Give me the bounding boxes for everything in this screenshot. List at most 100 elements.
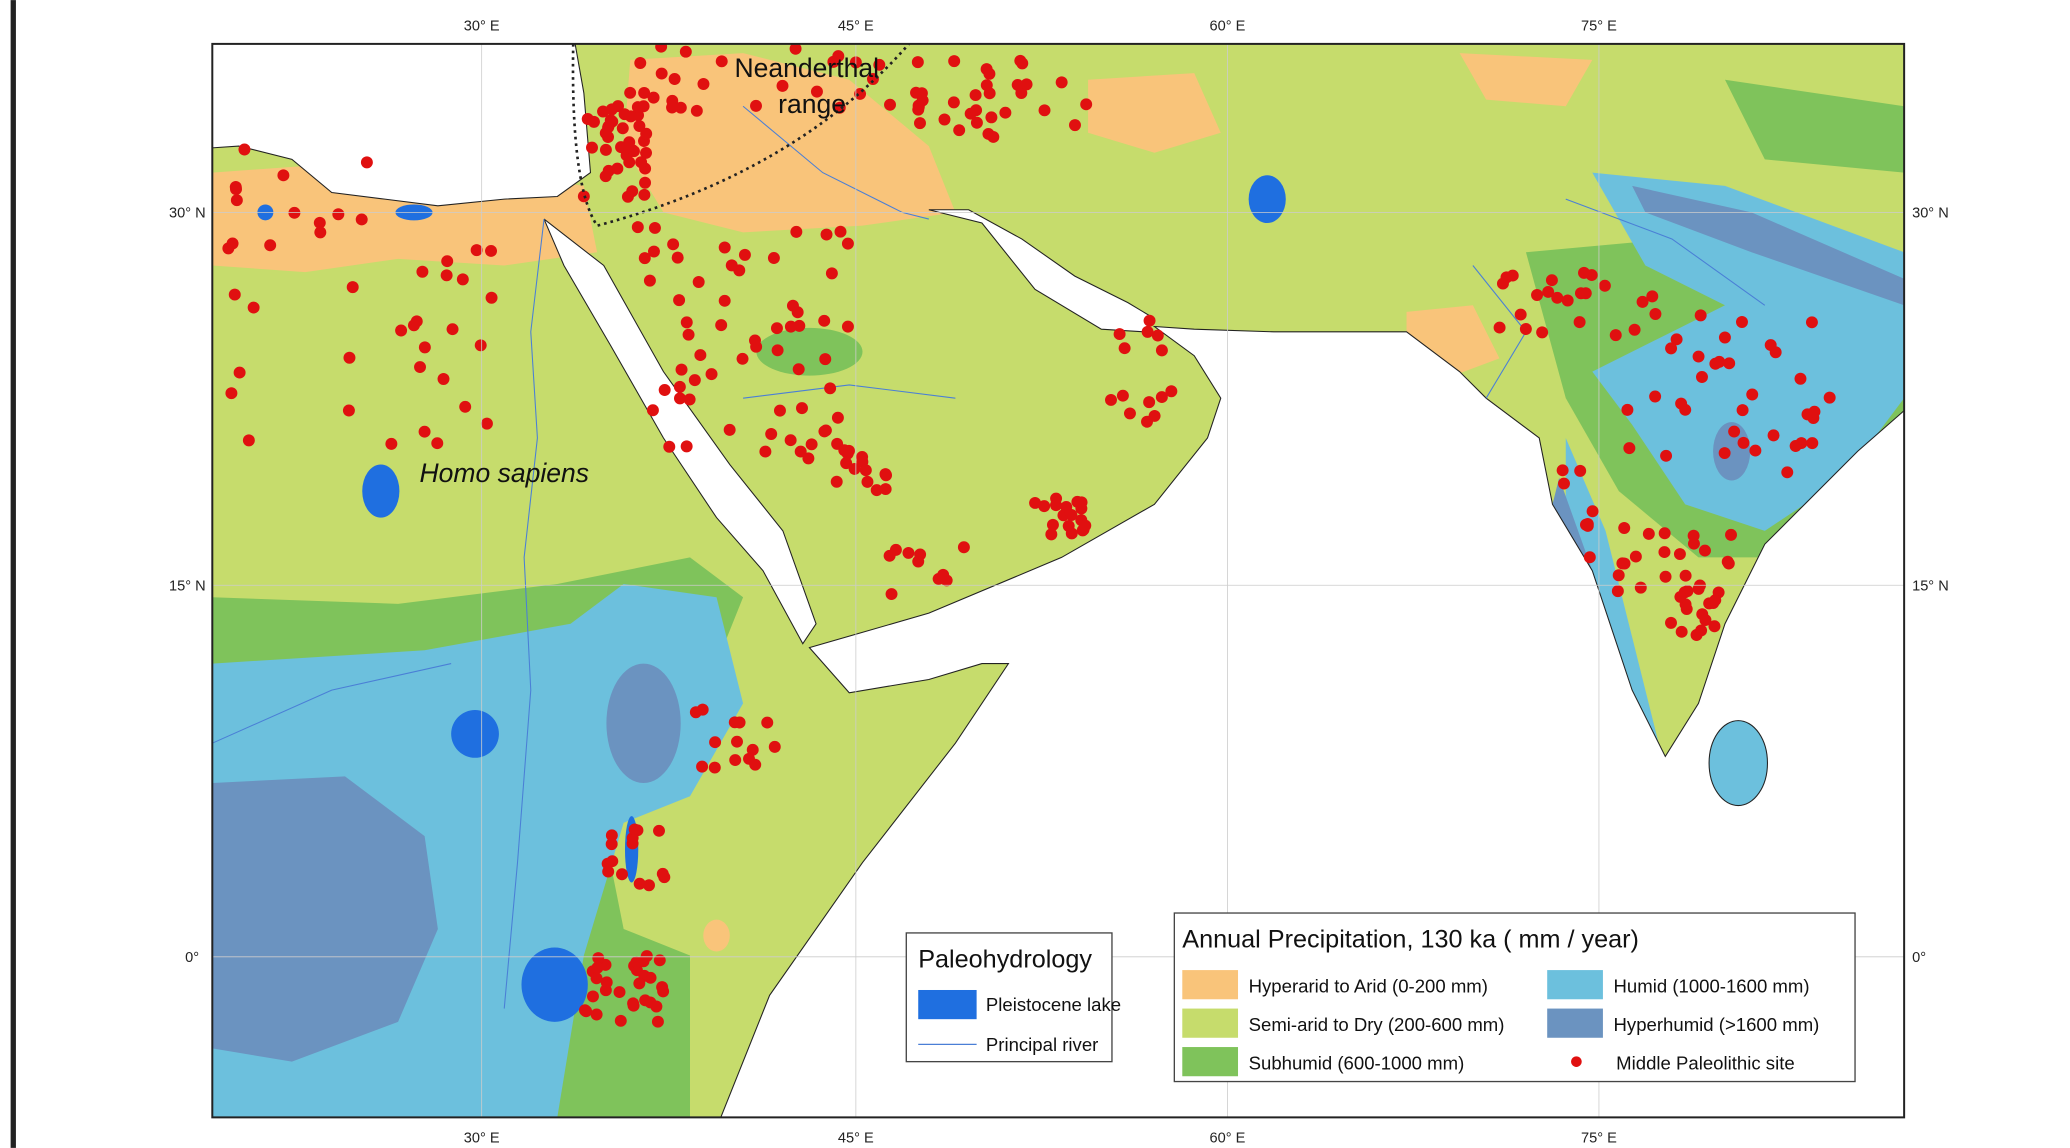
site-dot <box>784 320 797 333</box>
site-dot <box>247 301 260 314</box>
site-dot <box>1551 291 1564 304</box>
site-dot <box>953 124 966 137</box>
site-dot <box>342 404 355 417</box>
site-dot <box>599 143 612 156</box>
site-dot <box>1050 492 1063 505</box>
site-dot <box>969 89 982 102</box>
site-dot <box>639 994 652 1007</box>
legend-item: Middle Paleolithic site <box>1616 1053 1795 1074</box>
site-dot <box>675 363 688 376</box>
site-dot <box>614 1014 627 1027</box>
site-dot <box>1749 444 1762 457</box>
site-dot <box>667 238 680 251</box>
site-dot <box>680 316 693 329</box>
site-dot <box>1616 557 1629 570</box>
site-dot <box>1060 500 1073 513</box>
legend-item: Semi-arid to Dry (200-600 mm) <box>1249 1014 1505 1035</box>
site-dot <box>410 315 423 328</box>
site-dot <box>1649 308 1662 320</box>
legend-swatch <box>1571 1056 1582 1067</box>
legend-swatch <box>1182 1047 1239 1077</box>
site-dot <box>970 104 983 117</box>
site-dot <box>912 555 925 568</box>
site-dot <box>1687 529 1700 542</box>
site-dot <box>480 417 493 430</box>
site-dot <box>1718 331 1731 344</box>
site-dot <box>827 55 840 68</box>
site-dot <box>1665 616 1677 629</box>
site-dot <box>1558 477 1570 490</box>
site-dot <box>1609 329 1622 342</box>
site-dot <box>770 322 783 335</box>
site-dot <box>651 1015 664 1028</box>
site-dot <box>1725 528 1737 541</box>
site-dot <box>1105 393 1117 406</box>
site-dot <box>441 255 454 268</box>
site-dot <box>671 251 684 264</box>
site-dot <box>242 434 255 447</box>
site-dot <box>696 760 709 773</box>
site-dot <box>1506 269 1519 282</box>
site-dot <box>653 824 665 837</box>
site-dot <box>1767 429 1780 442</box>
site-dot <box>611 162 624 175</box>
site-dot <box>590 1008 603 1021</box>
site-dot <box>613 986 626 999</box>
site-dot <box>725 259 738 272</box>
site-dot <box>1143 396 1156 409</box>
site-dot <box>1519 323 1532 335</box>
legend-precipitation: Annual Precipitation, 130 ka ( mm / year… <box>1173 912 1856 1083</box>
site-dot <box>736 352 749 365</box>
site-dot <box>947 96 960 109</box>
site-dot <box>983 87 996 100</box>
site-dot <box>277 169 290 182</box>
site-dot <box>1020 78 1033 91</box>
site-dot <box>1621 403 1634 416</box>
site-dot <box>619 142 632 154</box>
site-dot <box>683 393 696 406</box>
legend-item: Subhumid (600-1000 mm) <box>1249 1053 1465 1074</box>
site-dot <box>655 43 668 53</box>
site-dot <box>668 73 681 85</box>
site-dot <box>1805 316 1818 329</box>
site-dot <box>343 351 356 364</box>
site-dot <box>395 324 408 337</box>
site-dot <box>902 546 915 559</box>
site-dot <box>314 226 327 239</box>
site-dot <box>1055 76 1068 89</box>
graticule-label: 45° E <box>838 1131 874 1147</box>
site-dot <box>840 457 853 470</box>
site-dot <box>841 320 854 333</box>
site-dot <box>824 382 837 395</box>
site-dot <box>418 425 431 438</box>
site-dot <box>1806 437 1819 450</box>
site-dot <box>818 314 831 327</box>
site-dot <box>980 63 993 76</box>
site-dot <box>709 736 722 749</box>
site-dot <box>640 127 653 140</box>
site-dot <box>715 55 728 68</box>
map-body <box>212 43 1905 1118</box>
site-dot <box>459 400 472 413</box>
site-dot <box>819 353 832 366</box>
site-dot <box>634 57 647 69</box>
graticule-label: 30° N <box>1912 206 1949 222</box>
site-dot <box>624 86 637 99</box>
site-dot <box>456 273 469 286</box>
legend-title: Paleohydrology <box>918 945 1092 973</box>
site-dot <box>1123 407 1136 420</box>
site-dot <box>579 1004 591 1017</box>
site-dot <box>729 754 742 767</box>
site-dot <box>796 402 808 415</box>
site-dot <box>938 113 951 126</box>
site-dot <box>1808 405 1821 418</box>
site-dot <box>1536 326 1549 339</box>
site-dot <box>1736 316 1748 329</box>
site-dot <box>1718 447 1731 460</box>
site-dot <box>627 997 640 1010</box>
site-dot <box>1116 389 1129 402</box>
site-dot <box>644 971 657 984</box>
site-dot <box>446 323 459 336</box>
site-dot <box>643 274 656 287</box>
